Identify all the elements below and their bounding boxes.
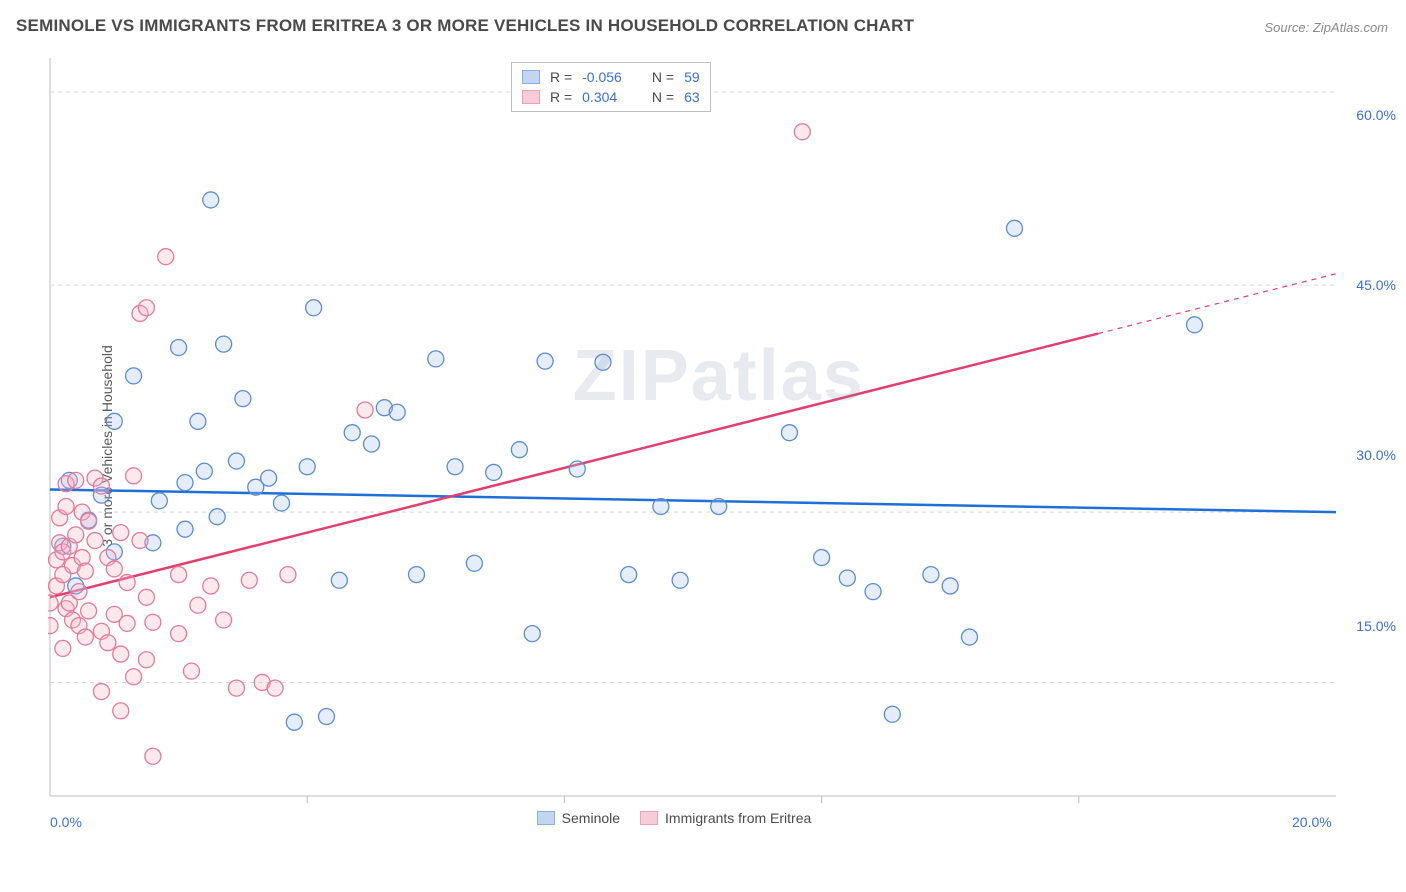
legend-n-value: 59 xyxy=(684,69,700,85)
legend-r-label: R = xyxy=(550,89,572,105)
x-tick-label: 0.0% xyxy=(50,814,82,830)
chart-container: SEMINOLE VS IMMIGRANTS FROM ERITREA 3 OR… xyxy=(0,0,1406,892)
legend-n-label: N = xyxy=(644,89,674,105)
series-name: Seminole xyxy=(562,810,620,826)
legend-n-label: N = xyxy=(644,69,674,85)
legend-swatch-icon xyxy=(522,70,540,84)
series-legend-item: Immigrants from Eritrea xyxy=(640,810,811,826)
source-attribution: Source: ZipAtlas.com xyxy=(1264,20,1388,35)
legend-r-value: -0.056 xyxy=(582,69,634,85)
legend-row: R = -0.056 N = 59 xyxy=(522,67,700,87)
legend-swatch-icon xyxy=(640,811,658,825)
legend-row: R = 0.304 N = 63 xyxy=(522,87,700,107)
legend-swatch-icon xyxy=(537,811,555,825)
correlation-legend: R = -0.056 N = 59R = 0.304 N = 63 xyxy=(511,62,711,112)
series-name: Immigrants from Eritrea xyxy=(665,810,811,826)
plot-area: ZIPatlas R = -0.056 N = 59R = 0.304 N = … xyxy=(48,56,1338,836)
chart-title: SEMINOLE VS IMMIGRANTS FROM ERITREA 3 OR… xyxy=(16,16,914,36)
x-tick-label: 20.0% xyxy=(1292,814,1332,830)
y-tick-label: 30.0% xyxy=(1356,447,1396,463)
legend-n-value: 63 xyxy=(684,89,700,105)
legend-r-value: 0.304 xyxy=(582,89,634,105)
series-legend: Seminole Immigrants from Eritrea xyxy=(537,810,812,826)
legend-r-label: R = xyxy=(550,69,572,85)
series-legend-item: Seminole xyxy=(537,810,620,826)
y-tick-label: 45.0% xyxy=(1356,277,1396,293)
y-tick-label: 15.0% xyxy=(1356,618,1396,634)
y-tick-label: 60.0% xyxy=(1356,107,1396,123)
legend-swatch-icon xyxy=(522,90,540,104)
scatter-svg xyxy=(48,56,1338,836)
